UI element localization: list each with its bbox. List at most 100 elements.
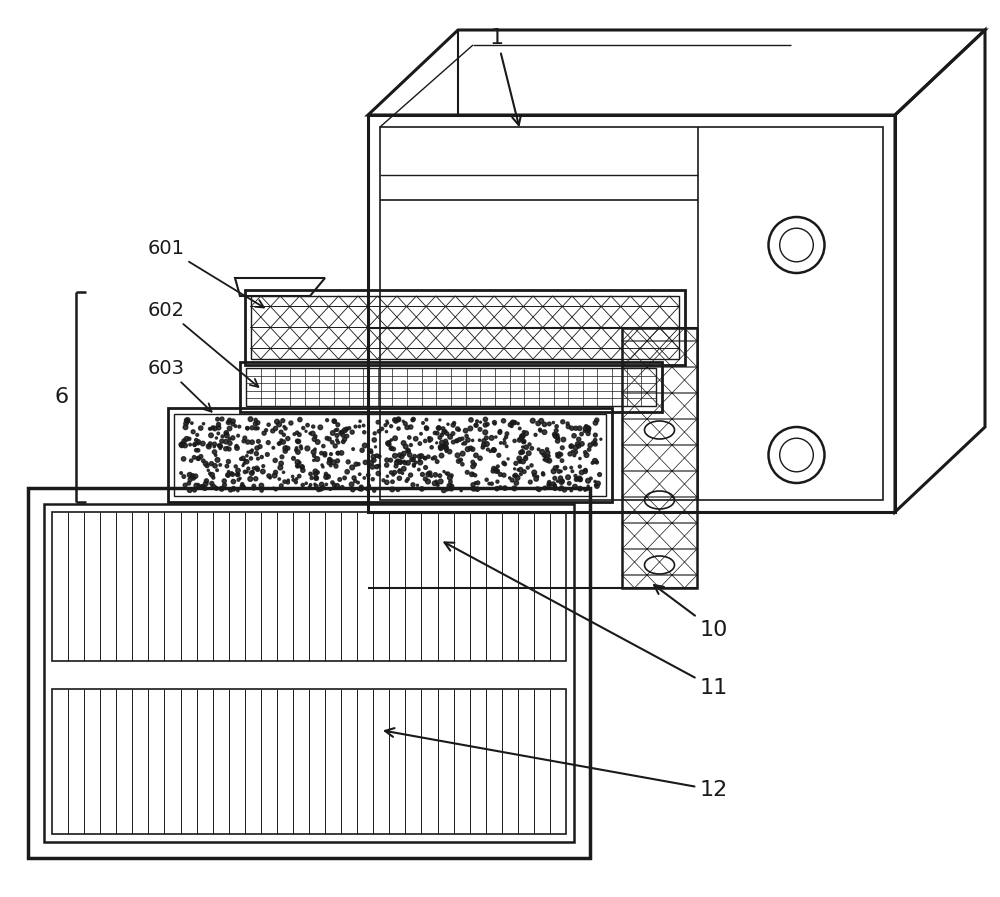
Point (574, 466, 590, 480)
Point (326, 414, 342, 428)
Point (322, 454, 338, 468)
Point (285, 473, 301, 487)
Point (496, 414, 512, 428)
Point (465, 442, 481, 457)
Point (531, 442, 547, 457)
Point (446, 416, 462, 431)
Point (206, 480, 222, 494)
Point (529, 482, 545, 496)
Point (536, 452, 552, 466)
Point (204, 467, 220, 482)
Point (547, 427, 563, 441)
Point (280, 441, 296, 456)
Point (205, 421, 221, 435)
Point (499, 440, 515, 454)
Point (356, 425, 372, 440)
Point (513, 431, 529, 446)
Point (486, 443, 502, 457)
Point (427, 450, 443, 465)
Point (549, 448, 565, 463)
Point (337, 471, 353, 485)
Point (502, 471, 518, 485)
Point (428, 474, 444, 488)
Point (230, 473, 246, 487)
Point (253, 478, 269, 492)
Point (366, 432, 382, 447)
Point (455, 437, 471, 451)
Point (280, 473, 296, 487)
Point (436, 439, 452, 453)
Point (324, 475, 340, 490)
Point (417, 472, 433, 486)
Point (444, 468, 460, 483)
Point (273, 479, 289, 493)
Point (408, 455, 424, 469)
Point (252, 440, 268, 454)
Point (538, 449, 554, 464)
Point (344, 477, 360, 492)
Point (514, 445, 530, 459)
Point (181, 431, 197, 446)
Point (231, 420, 247, 434)
Point (387, 466, 403, 480)
Point (571, 471, 587, 485)
Point (246, 481, 262, 495)
Point (223, 483, 239, 497)
Point (439, 426, 455, 440)
Point (468, 418, 484, 432)
Point (489, 475, 505, 489)
Point (465, 433, 481, 448)
Point (339, 422, 355, 436)
Point (244, 421, 260, 435)
Point (249, 441, 265, 456)
Point (434, 439, 450, 453)
Point (492, 425, 508, 440)
Point (244, 443, 260, 457)
Point (350, 475, 366, 490)
Point (516, 425, 532, 440)
Point (268, 466, 284, 480)
Point (572, 459, 588, 474)
Point (364, 459, 380, 474)
Point (431, 421, 447, 435)
Point (578, 419, 594, 433)
Point (580, 421, 596, 435)
Point (459, 429, 475, 443)
Point (176, 434, 192, 448)
Point (222, 436, 238, 450)
Point (510, 416, 526, 431)
Point (274, 449, 290, 464)
Point (507, 462, 523, 476)
Point (230, 466, 246, 481)
Point (221, 442, 237, 457)
Point (322, 453, 338, 467)
Point (551, 449, 567, 464)
Point (436, 483, 452, 498)
Point (243, 445, 259, 459)
Text: 12: 12 (385, 728, 728, 800)
Point (571, 439, 587, 453)
Point (237, 453, 253, 467)
Point (220, 415, 236, 430)
Point (537, 481, 553, 495)
Point (396, 454, 412, 468)
Point (177, 439, 193, 453)
Bar (380, 127, 883, 500)
Bar (622, 328, 697, 588)
Point (379, 458, 395, 473)
Point (476, 433, 492, 448)
Point (187, 483, 203, 497)
Point (578, 448, 594, 462)
Point (190, 437, 206, 451)
Point (510, 463, 526, 477)
Point (548, 429, 564, 443)
Point (506, 468, 522, 483)
Point (394, 449, 410, 464)
Point (485, 464, 501, 478)
Point (396, 462, 412, 476)
Point (561, 476, 577, 491)
Point (403, 420, 419, 434)
Point (193, 449, 209, 464)
Point (198, 474, 214, 488)
Point (326, 478, 342, 492)
